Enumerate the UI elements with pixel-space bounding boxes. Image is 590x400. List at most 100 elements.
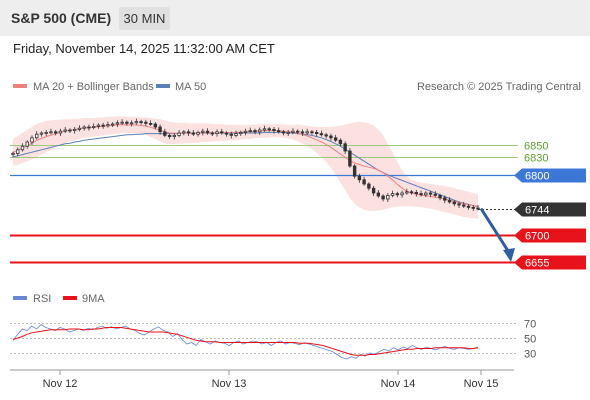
candle	[201, 128, 205, 136]
candle	[44, 130, 48, 136]
x-axis: Nov 12 Nov 13 Nov 14 Nov 15	[43, 370, 499, 390]
candle	[443, 195, 447, 204]
candle	[476, 205, 480, 211]
level-tag-6655	[514, 255, 586, 270]
candle	[120, 119, 124, 125]
candle	[277, 127, 281, 134]
candle	[49, 128, 53, 135]
price-levels	[10, 145, 518, 264]
x-tick-label: Nov 15	[464, 378, 499, 390]
candle	[158, 124, 162, 135]
rsi-tick-label: 30	[524, 349, 536, 361]
candle	[220, 128, 224, 135]
candle	[25, 140, 29, 149]
candle	[210, 131, 214, 136]
header-bar	[0, 0, 590, 36]
level-label-6700: 6700	[525, 231, 549, 243]
candle	[352, 164, 357, 179]
candle	[239, 130, 243, 136]
rsi-plot: 70 50 30	[10, 319, 536, 361]
candle	[72, 127, 77, 134]
candle	[462, 202, 466, 208]
candle	[447, 197, 452, 204]
candle	[367, 182, 371, 191]
candle	[291, 128, 295, 135]
candle	[134, 118, 139, 125]
projection-arrow-head	[503, 248, 515, 262]
candle	[357, 173, 362, 183]
candle	[82, 125, 86, 131]
candle	[248, 127, 252, 133]
rsi-ma-line	[12, 327, 479, 356]
candle	[144, 119, 148, 127]
candle	[30, 135, 34, 145]
candle	[390, 190, 395, 198]
candle	[205, 128, 210, 135]
candle	[148, 120, 153, 126]
ma50-legend-label: MA 50	[175, 81, 206, 93]
candle	[424, 191, 428, 198]
ma20-legend-label: MA 20 + Bollinger Bands	[33, 81, 154, 93]
candle	[466, 204, 471, 210]
copyright-text: Research © 2025 Trading Central	[417, 81, 581, 93]
candle	[343, 141, 347, 154]
candle	[224, 131, 229, 137]
candle	[186, 129, 191, 136]
projection-arrow	[479, 207, 515, 262]
ma9-legend-label: 9MA	[82, 293, 105, 305]
candle	[433, 191, 437, 198]
candle	[139, 119, 143, 125]
candle	[106, 121, 110, 128]
candle	[191, 130, 195, 136]
candle	[262, 125, 267, 132]
bollinger-band	[13, 116, 478, 219]
candle	[182, 130, 186, 136]
rsi-legend-swatch	[13, 296, 27, 300]
candle	[457, 201, 461, 208]
candle	[215, 129, 219, 137]
current-price-tag	[514, 202, 586, 217]
candle	[300, 129, 305, 136]
candle	[305, 128, 309, 135]
candle	[348, 148, 352, 168]
candle	[253, 128, 257, 135]
candle	[229, 131, 233, 139]
candle	[428, 190, 433, 198]
candle	[258, 127, 262, 135]
candle	[110, 122, 115, 127]
rsi-tick-label: 50	[524, 334, 536, 346]
level-label-6655: 6655	[525, 258, 549, 270]
level-tag-6700	[514, 228, 586, 243]
timeframe-button[interactable]: 30 MIN	[119, 7, 170, 30]
candle	[409, 190, 414, 195]
candle	[125, 120, 129, 126]
current-price-label: 6744	[525, 205, 549, 217]
candle	[196, 130, 200, 137]
rsi-legend-label: RSI	[33, 293, 51, 305]
candle	[87, 124, 91, 131]
candle	[77, 125, 82, 132]
level-label-6850: 6850	[524, 141, 548, 153]
candle	[167, 133, 172, 139]
candle	[272, 127, 276, 134]
candle	[16, 147, 20, 157]
candle	[333, 134, 338, 142]
candle	[20, 143, 25, 152]
instrument-title: S&P 500 (CME)	[11, 10, 112, 26]
candle	[58, 128, 63, 136]
ma9-legend-swatch	[63, 296, 77, 300]
level-label-6800: 6800	[525, 171, 549, 183]
candlesticks	[11, 118, 480, 211]
candle	[400, 190, 404, 198]
candle	[11, 151, 15, 157]
x-tick-label: Nov 14	[381, 378, 416, 390]
candle	[129, 120, 134, 127]
candle	[63, 127, 67, 133]
rsi-tick-label: 70	[524, 319, 536, 331]
candle	[438, 193, 442, 201]
candle	[296, 129, 300, 135]
x-tick-label: Nov 12	[43, 378, 78, 390]
